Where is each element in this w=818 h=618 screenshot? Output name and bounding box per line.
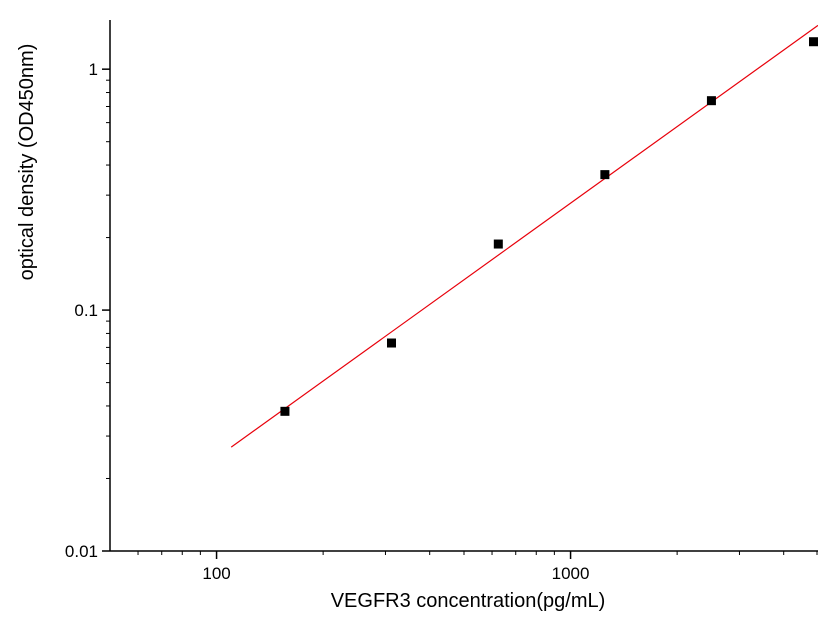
fit-line: [230, 24, 818, 448]
x-axis-title: VEGFR3 concentration(pg/mL): [331, 590, 606, 612]
points-layer: [280, 37, 818, 416]
x-tick-label: 1000: [552, 564, 590, 583]
fit-layer: [230, 24, 818, 448]
data-point: [600, 170, 610, 180]
ticks: 0.01 0.1 1 100 1000: [65, 60, 818, 583]
data-point: [280, 406, 290, 416]
data-point: [706, 96, 716, 106]
data-point: [386, 338, 396, 348]
y-tick-label: 0.1: [74, 301, 98, 320]
data-point: [809, 37, 818, 47]
data-point: [493, 239, 503, 249]
x-tick-label: 100: [202, 564, 230, 583]
y-tick-label: 1: [89, 60, 98, 79]
y-tick-label: 0.01: [65, 542, 98, 561]
y-axis-title: optical density (OD450nm): [16, 44, 38, 281]
